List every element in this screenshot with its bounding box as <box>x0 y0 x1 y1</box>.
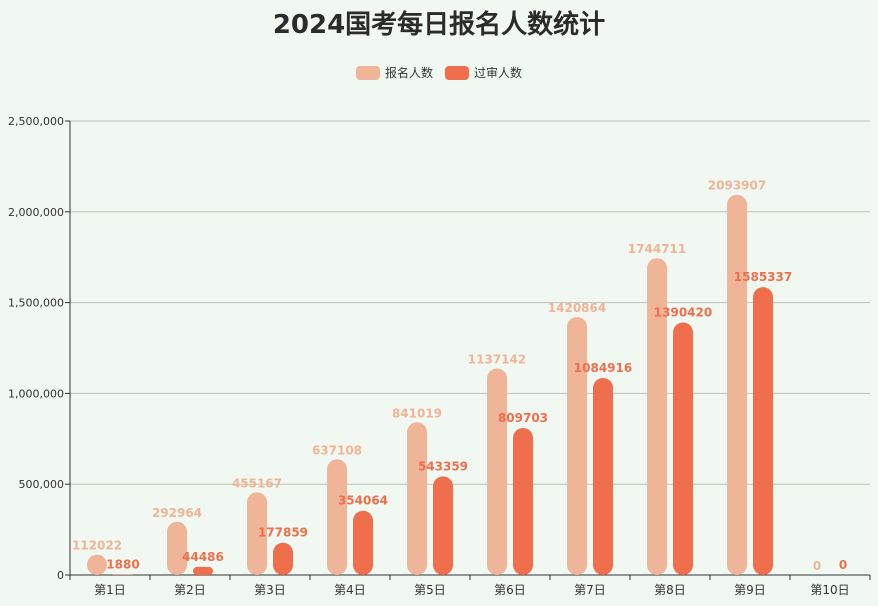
y-tick-label: 1,000,000 <box>8 387 64 400</box>
bar-approved <box>433 476 453 575</box>
bar-approved <box>513 427 533 575</box>
x-tick-label: 第6日 <box>494 583 526 597</box>
bar-registered <box>247 492 267 575</box>
data-label: 1084916 <box>574 361 632 375</box>
bar-registered <box>327 459 347 575</box>
bar-approved <box>593 377 613 575</box>
bar-approved <box>353 510 373 575</box>
x-tick-label: 第4日 <box>334 583 366 597</box>
legend-item-registered[interactable]: 报名人数 <box>355 64 433 81</box>
y-tick-label: 2,000,000 <box>8 206 64 219</box>
x-tick-label: 第3日 <box>254 583 286 597</box>
data-label: 841019 <box>392 406 442 420</box>
bar-approved <box>753 287 773 575</box>
x-tick-label: 第8日 <box>654 583 686 597</box>
data-label: 1420864 <box>548 301 606 315</box>
data-label: 112022 <box>72 539 122 553</box>
data-label: 1744711 <box>628 242 686 256</box>
bar-registered <box>407 422 427 575</box>
data-label: 354064 <box>338 494 388 508</box>
x-tick-label: 第5日 <box>414 583 446 597</box>
data-label: 1585337 <box>734 270 792 284</box>
data-label: 1880 <box>106 558 139 572</box>
data-label: 455167 <box>232 476 282 490</box>
chart-title: 2024国考每日报名人数统计 <box>272 10 606 40</box>
x-tick-label: 第9日 <box>734 583 766 597</box>
data-label: 177859 <box>258 526 308 540</box>
legend-label: 过审人数 <box>474 66 523 80</box>
x-tick-label: 第7日 <box>574 583 606 597</box>
legend: 报名人数 过审人数 <box>0 64 878 81</box>
bar-registered <box>487 368 507 575</box>
x-tick-label: 第10日 <box>810 583 849 597</box>
bar-registered <box>87 554 107 575</box>
x-tick-label: 第1日 <box>94 583 126 597</box>
bar-registered <box>647 258 667 575</box>
bar-approved <box>273 542 293 575</box>
legend-swatch <box>445 65 469 80</box>
legend-label: 报名人数 <box>384 66 433 80</box>
data-label: 2093907 <box>708 179 766 193</box>
y-tick-label: 1,500,000 <box>8 297 64 310</box>
legend-swatch <box>355 65 380 80</box>
bar-registered <box>727 194 747 575</box>
x-tick-label: 第2日 <box>174 583 206 597</box>
data-label: 292964 <box>152 506 202 520</box>
data-label: 44486 <box>182 550 224 564</box>
y-tick-label: 2,500,000 <box>8 115 64 128</box>
data-label: 1137142 <box>468 352 526 366</box>
y-tick-label: 500,000 <box>19 478 65 491</box>
data-label: 809703 <box>498 411 548 425</box>
data-label: 0 <box>813 559 821 573</box>
bar-registered <box>167 521 187 575</box>
data-label: 0 <box>839 558 847 572</box>
bar-approved <box>193 566 213 575</box>
legend-item-approved[interactable]: 过审人数 <box>445 64 522 81</box>
y-tick-label: 0 <box>57 569 64 582</box>
bar-registered <box>567 316 587 575</box>
data-label: 637108 <box>312 443 362 457</box>
data-label: 543359 <box>418 459 468 473</box>
data-label: 1390420 <box>654 305 712 319</box>
bar-approved <box>673 322 693 575</box>
